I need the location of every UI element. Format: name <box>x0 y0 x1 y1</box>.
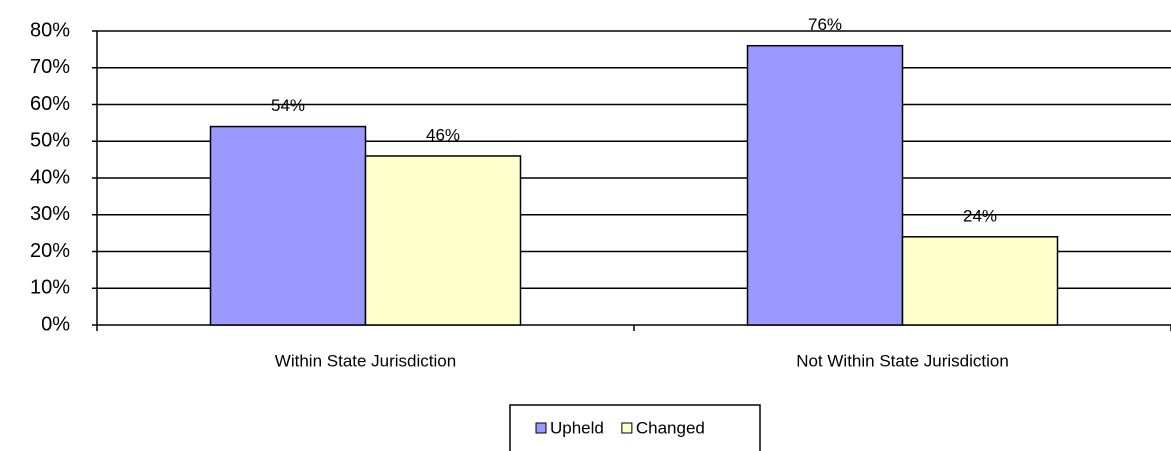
bar <box>364 155 522 326</box>
y-tick-label: 50% <box>30 130 70 152</box>
legend-label: Changed <box>636 418 705 437</box>
data-label: 54% <box>271 96 305 115</box>
y-tick-label: 40% <box>30 166 70 188</box>
bar <box>746 44 904 326</box>
data-label: 76% <box>808 15 842 34</box>
legend-label: Upheld <box>550 418 604 437</box>
legend-swatch <box>535 422 547 434</box>
x-tick-label: Within State Jurisdiction <box>275 351 456 370</box>
y-tick-label: 60% <box>30 93 70 115</box>
legend-box <box>509 404 761 451</box>
legend-swatch <box>621 422 633 434</box>
y-tick-label: 70% <box>30 56 70 78</box>
y-tick-label: 10% <box>30 277 70 299</box>
data-label: 24% <box>963 206 997 225</box>
bar <box>901 236 1059 326</box>
y-tick-label: 0% <box>41 313 70 335</box>
y-tick-label: 80% <box>30 19 70 41</box>
y-tick-label: 30% <box>30 203 70 225</box>
data-label: 46% <box>426 125 460 144</box>
bar <box>209 125 367 326</box>
x-tick-label: Not Within State Jurisdiction <box>796 351 1009 370</box>
y-tick-label: 20% <box>30 240 70 262</box>
